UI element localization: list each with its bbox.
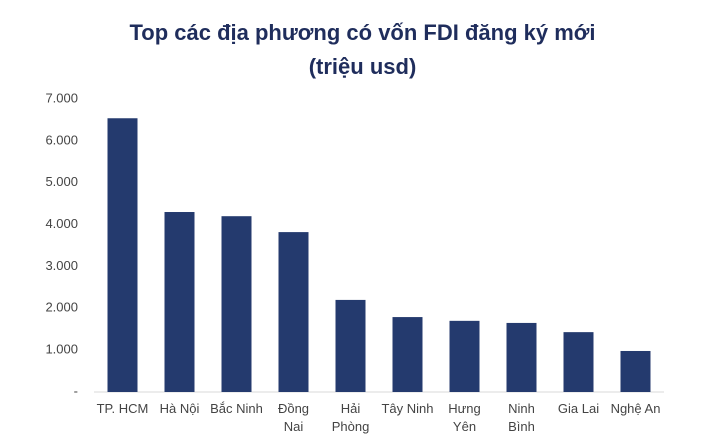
x-tick-label: Bắc Ninh	[210, 401, 263, 416]
x-tick-label: TP. HCM	[96, 401, 149, 416]
bar	[335, 299, 366, 392]
bar	[449, 320, 480, 392]
y-tick-label: 6.000	[45, 132, 78, 147]
bar	[392, 317, 423, 392]
y-tick-label: 5.000	[45, 174, 78, 189]
x-tick-label: Ninh Bình	[508, 401, 535, 434]
bar	[107, 118, 138, 393]
bar	[563, 332, 594, 392]
bar	[278, 232, 309, 392]
y-tick-label: 4.000	[45, 216, 78, 231]
x-tick-label: Nghệ An	[610, 401, 661, 416]
bar	[164, 212, 195, 392]
x-tick-label: Tây Ninh	[381, 401, 434, 416]
x-tick-label: Hà Nội	[159, 401, 200, 416]
y-tick-label: -	[74, 383, 78, 398]
y-tick-label: 1.000	[45, 342, 78, 357]
x-tick-label: Hưng Yên	[448, 401, 481, 434]
bar	[221, 216, 252, 392]
x-tick-label: Gia Lai	[557, 401, 600, 416]
chart-title: Top các địa phương có vốn FDI đăng ký mớ…	[129, 20, 596, 45]
x-tick-label: Đồng Nai	[277, 401, 310, 434]
chart-subtitle: (triệu usd)	[308, 54, 417, 79]
x-tick-label: Hải Phòng	[331, 401, 370, 434]
y-tick-label: 7.000	[45, 90, 78, 105]
y-tick-label: 3.000	[45, 258, 78, 273]
bar	[620, 350, 651, 392]
bar	[506, 322, 537, 392]
y-tick-label: 2.000	[45, 300, 78, 315]
